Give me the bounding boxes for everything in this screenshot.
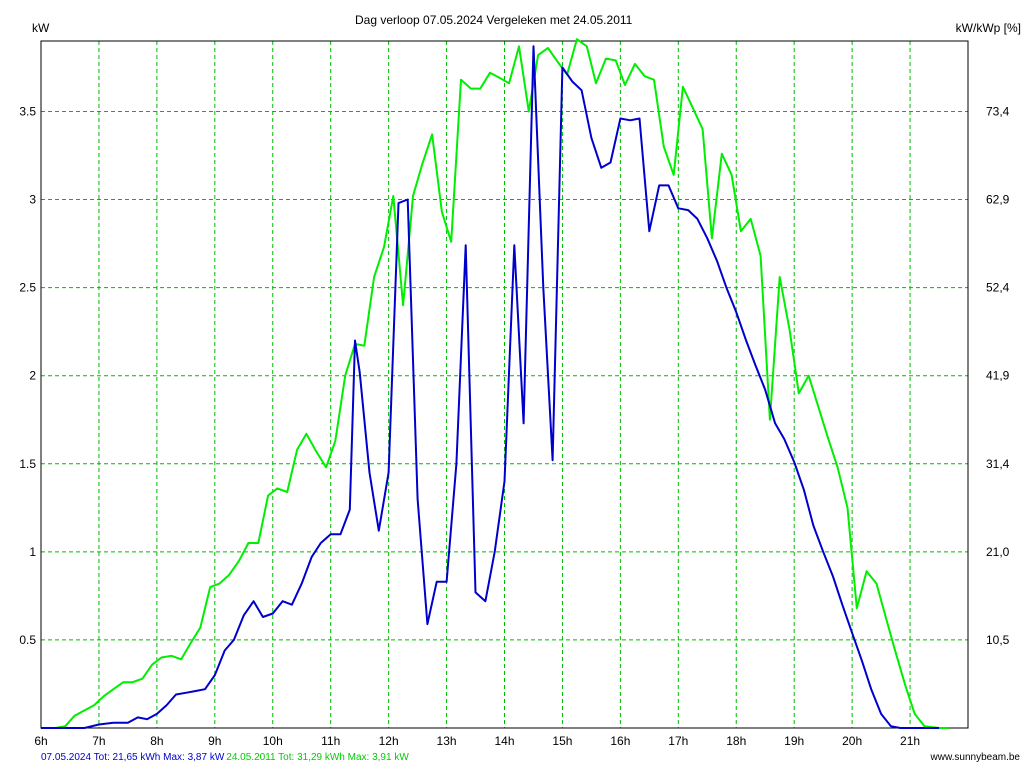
x-tick-label: 12h xyxy=(379,734,399,748)
x-tick-label: 16h xyxy=(610,734,630,748)
x-tick-label: 8h xyxy=(150,734,163,748)
x-tick-label: 20h xyxy=(842,734,862,748)
y-tick-label-right: 52,4 xyxy=(986,281,1010,295)
y-tick-label-left: 2 xyxy=(29,369,36,383)
y-tick-label-left: 2.5 xyxy=(19,281,36,295)
x-tick-label: 10h xyxy=(263,734,283,748)
plot-frame xyxy=(40,40,969,729)
x-tick-labels: 6h 7h 8h 9h 10h 11h 12h 13h 14h 15h 16h 17h 18h 19h 20… xyxy=(34,734,920,748)
y-tick-label-left: 0.5 xyxy=(19,633,36,647)
x-tick-label: 17h xyxy=(668,734,688,748)
x-tick-label: 19h xyxy=(784,734,804,748)
y-tick-label-right: 21,0 xyxy=(986,545,1010,559)
chart-title: Dag verloop 07.05.2024 Vergeleken met 24… xyxy=(355,13,633,27)
y-tick-label-left: 1.5 xyxy=(19,457,36,471)
series-line-24-05-2011 xyxy=(41,38,949,729)
x-tick-label: 21h xyxy=(900,734,920,748)
x-tick-label: 14h xyxy=(494,734,514,748)
y-axis-label-right: kW/kWp [%] xyxy=(956,21,1021,35)
series-line-07-05-2024 xyxy=(41,45,939,729)
x-tick-label: 13h xyxy=(437,734,457,748)
y-tick-label-right: 62,9 xyxy=(986,193,1010,207)
x-tick-label: 7h xyxy=(92,734,105,748)
y-tick-labels-left: 0.5 1 1.5 2 2.5 3 3.5 xyxy=(19,104,36,646)
y-tick-labels-right: 10,5 21,0 31,4 41,9 52,4 62,9 73,4 xyxy=(986,104,1010,646)
footer-summary-2024: 07.05.2024 Tot: 21,65 kWh Max: 3,87 kW xyxy=(41,752,225,763)
x-tick-label: 6h xyxy=(34,734,47,748)
y-tick-label-left: 3.5 xyxy=(19,104,36,118)
x-tick-label: 15h xyxy=(552,734,572,748)
y-tick-label-right: 31,4 xyxy=(986,457,1010,471)
series-lines xyxy=(41,38,949,729)
y-tick-label-right: 73,4 xyxy=(986,104,1010,118)
footer-summary: 07.05.2024 Tot: 21,65 kWh Max: 3,87 kW 24… xyxy=(41,752,409,763)
x-tick-label: 9h xyxy=(208,734,221,748)
footer-url: www.sunnybeam.be xyxy=(930,752,1021,763)
y-axis-label-left: kW xyxy=(32,21,50,35)
x-tick-label: 11h xyxy=(321,734,340,748)
x-tick-label: 18h xyxy=(726,734,746,748)
footer-summary-2011: 24.05.2011 Tot: 31,29 kWh Max: 3,91 kW xyxy=(226,752,409,763)
y-tick-label-right: 10,5 xyxy=(986,633,1010,647)
y-tick-label-left: 1 xyxy=(29,545,36,559)
y-tick-label-left: 3 xyxy=(29,193,36,207)
y-tick-label-right: 41,9 xyxy=(986,369,1010,383)
grid-lines xyxy=(41,41,968,728)
